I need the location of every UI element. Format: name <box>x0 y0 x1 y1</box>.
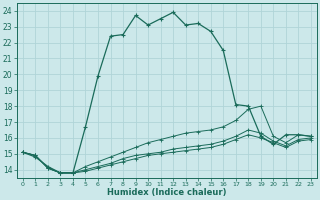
X-axis label: Humidex (Indice chaleur): Humidex (Indice chaleur) <box>107 188 227 197</box>
